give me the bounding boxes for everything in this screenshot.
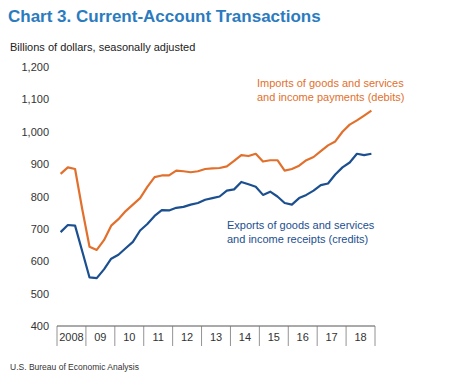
x-tick <box>317 326 318 346</box>
series-label: Imports of goods and servicesand income … <box>257 77 404 103</box>
x-tick-label: 15 <box>268 331 280 343</box>
series-label: Exports of goods and servicesand income … <box>227 219 375 245</box>
x-tick <box>172 326 173 346</box>
title: Chart 3. Current-Account Transactions <box>8 7 321 26</box>
x-tick <box>57 326 58 346</box>
x-axis <box>57 326 375 327</box>
x-tick <box>230 326 231 346</box>
x-tick-label: 11 <box>152 331 163 343</box>
x-tick-label: 14 <box>239 331 251 343</box>
y-tick-label: 1,100 <box>21 93 49 105</box>
x-tick <box>85 326 86 346</box>
x-tick-label: 10 <box>123 331 135 343</box>
x-tick-label: 18 <box>354 331 366 343</box>
y-tick-label: 900 <box>31 158 49 170</box>
y-tick-label: 400 <box>31 320 49 332</box>
y-tick-label: 500 <box>31 288 49 300</box>
y-tick-label: 1,000 <box>21 126 49 138</box>
plot-area <box>61 111 372 278</box>
x-tick-label: 17 <box>326 331 338 343</box>
x-tick <box>114 326 115 346</box>
x-tick <box>143 326 144 346</box>
y-axis-label: Billions of dollars, seasonally adjusted <box>10 41 195 53</box>
y-tick-label: 1,200 <box>21 61 49 73</box>
x-axis-end <box>375 326 376 346</box>
x-tick-label: 13 <box>210 331 222 343</box>
x-tick <box>288 326 289 346</box>
x-tick-label: 2008 <box>59 331 83 343</box>
y-tick-label: 800 <box>31 191 49 203</box>
x-tick <box>259 326 260 346</box>
series-line <box>61 154 372 278</box>
x-tick-label: 12 <box>181 331 193 343</box>
chart: Chart 3. Current-Account Transactions Bil… <box>0 0 453 381</box>
x-tick-label: 16 <box>297 331 309 343</box>
x-tick <box>346 326 347 346</box>
x-tick-label: 09 <box>94 331 106 343</box>
x-tick <box>201 326 202 346</box>
y-tick-label: 600 <box>31 255 49 267</box>
source: U.S. Bureau of Economic Analysis <box>10 362 139 372</box>
y-tick-label: 700 <box>31 223 49 235</box>
